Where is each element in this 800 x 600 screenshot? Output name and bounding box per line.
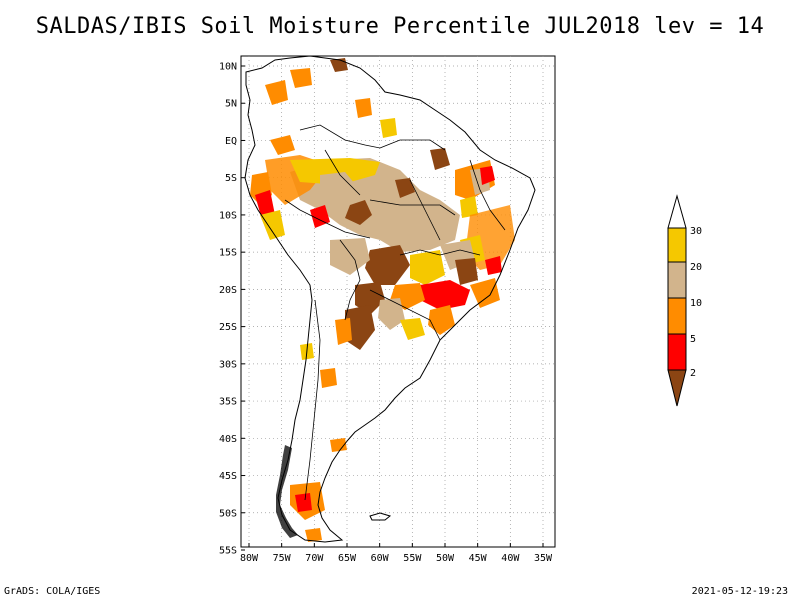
lat-label: 40S: [219, 434, 237, 445]
lon-label: 65W: [338, 553, 357, 564]
lon-label: 40W: [501, 553, 520, 564]
lat-label: 15S: [219, 248, 237, 259]
legend-arrow-top: [667, 194, 687, 229]
lat-label: 50S: [219, 508, 237, 519]
legend-label-10: 10: [690, 298, 702, 309]
footer-timestamp: 2021-05-12-19:23: [691, 586, 788, 597]
legend-swatch-20-30: [667, 227, 687, 263]
lat-label: 5N: [225, 99, 237, 110]
legend-label-30: 30: [690, 226, 702, 237]
lat-label: 10S: [219, 210, 237, 221]
legend-label-5: 5: [690, 334, 696, 345]
axis-ticks: 10N 5N EQ 5S 10S 15S 20S 25S 30S 35S 40S 45S 50S 55S8…: [219, 62, 553, 565]
lat-label: 55S: [219, 546, 237, 557]
chart-title: SALDAS/IBIS Soil Moisture Percentile JUL…: [35, 14, 765, 39]
legend-label-20: 20: [690, 262, 702, 273]
coastline: [244, 56, 536, 543]
lat-label: 25S: [219, 322, 237, 333]
lon-label: 80W: [240, 553, 259, 564]
legend: 30 20 10 5 2: [667, 194, 702, 407]
lat-label: 10N: [219, 62, 237, 73]
legend-swatch-2-5: [667, 333, 687, 371]
lat-label: 5S: [225, 173, 237, 184]
lat-label: 45S: [219, 471, 237, 482]
legend-label-2: 2: [690, 368, 696, 379]
lon-label: 45W: [469, 553, 488, 564]
lon-label: 70W: [305, 553, 324, 564]
lon-label: 50W: [436, 553, 455, 564]
legend-swatch-10-20: [667, 261, 687, 299]
soil-moisture-shading: [250, 58, 515, 542]
lon-label: 75W: [273, 553, 292, 564]
footer-credit: GrADS: COLA/IGES: [4, 586, 101, 597]
legend-arrow-bottom: [667, 369, 687, 407]
lat-label: EQ: [225, 136, 237, 147]
lat-label: 30S: [219, 359, 237, 370]
lat-label: 35S: [219, 397, 237, 408]
lat-label: 20S: [219, 285, 237, 296]
legend-swatch-5-10: [667, 297, 687, 335]
lon-label: 60W: [371, 553, 390, 564]
lon-label: 55W: [403, 553, 422, 564]
lon-label: 35W: [534, 553, 553, 564]
